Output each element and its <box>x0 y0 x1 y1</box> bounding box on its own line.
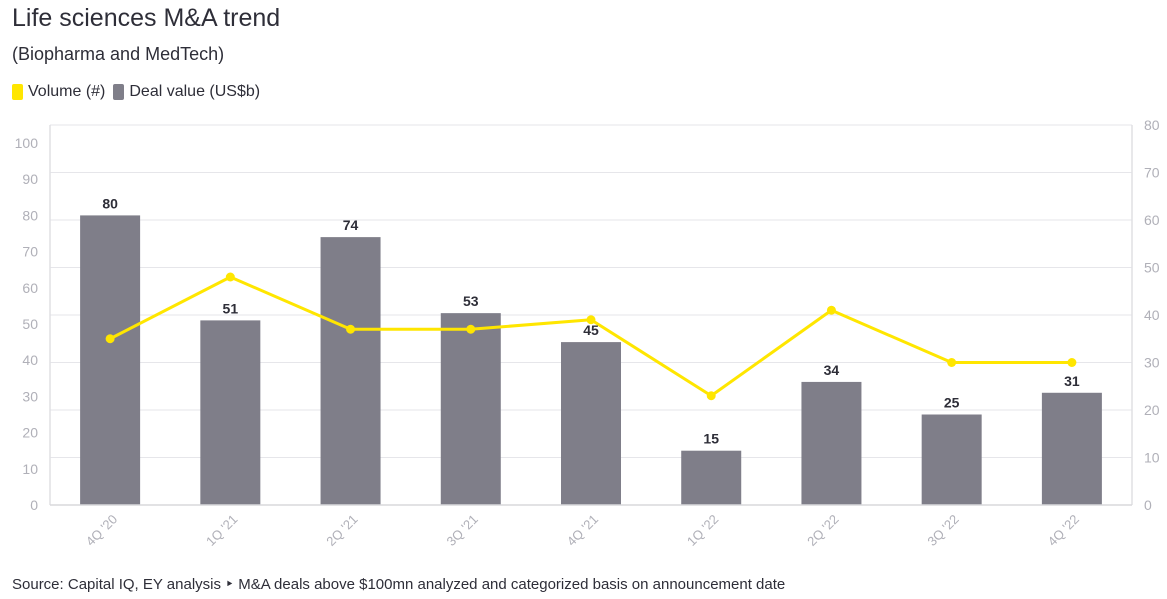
y-right-tick-label: 50 <box>1144 260 1160 276</box>
volume-point <box>706 391 716 401</box>
legend-label-deal-value: Deal value (US$b) <box>129 83 261 100</box>
bar-value-label: 80 <box>102 195 118 211</box>
x-tick-label: 2Q '22 <box>804 512 841 549</box>
bar-value-label: 34 <box>824 362 840 378</box>
chart-subtitle: (Biopharma and MedTech) <box>12 44 225 64</box>
y-right-tick-label: 40 <box>1144 307 1160 323</box>
y-left-tick-label: 40 <box>22 352 38 368</box>
bar <box>200 320 261 505</box>
bar-value-label: 51 <box>223 300 239 316</box>
legend-item-deal-value: Deal value (US$b) <box>113 83 260 101</box>
bar <box>320 237 381 505</box>
y-left-tick-label: 50 <box>22 316 38 332</box>
x-tick-label: 1Q '21 <box>203 512 240 549</box>
bar <box>681 450 742 505</box>
y-left-tick-label: 30 <box>22 388 38 404</box>
bar <box>1041 392 1102 505</box>
legend-label-volume: Volume (#) <box>28 83 106 100</box>
line-series <box>105 272 1077 401</box>
legend-swatch-deal-value <box>113 84 125 100</box>
source-note: Source: Capital IQ, EY analysis ‣ M&A de… <box>12 575 785 593</box>
bar <box>561 342 621 505</box>
y-right-tick-label: 70 <box>1144 165 1160 181</box>
separator-icon: ‣ <box>225 576 235 593</box>
x-tick-label: 3Q '22 <box>924 512 961 549</box>
x-tick-label: 2Q '21 <box>323 512 360 549</box>
y-right-tick-label: 10 <box>1144 450 1160 466</box>
y-right-tick-label: 60 <box>1144 212 1160 228</box>
y-left-tick-label: 0 <box>30 497 38 513</box>
y-right-tick-label: 0 <box>1144 497 1152 513</box>
chart-area: 80 51 74 53 45 15 34 25 31 0 10 20 30 40 50 60 70 80 90 10… <box>15 117 1160 549</box>
volume-point <box>947 358 957 367</box>
bar <box>801 381 862 505</box>
bar-value-label: 74 <box>343 217 359 233</box>
x-tick-label: 3Q '21 <box>443 512 480 549</box>
bar-value-label: 53 <box>463 293 479 309</box>
bar-value-label: 45 <box>583 322 599 338</box>
x-tick-label: 4Q '21 <box>564 512 601 549</box>
x-tick-label: 4Q '22 <box>1045 512 1082 549</box>
volume-point <box>346 324 356 334</box>
source-text: Source: Capital IQ, EY analysis <box>12 576 221 593</box>
bar-value-label: 25 <box>944 395 960 411</box>
volume-point <box>466 324 476 334</box>
y-left-tick-label: 90 <box>22 171 38 187</box>
y-right-tick-label: 80 <box>1144 117 1160 133</box>
y-right-tick-label: 20 <box>1144 402 1160 418</box>
x-tick-label: 4Q '20 <box>83 512 120 549</box>
data-labels: 80 51 74 53 45 15 34 25 31 <box>102 195 1080 446</box>
volume-point <box>586 315 596 325</box>
y-left-tick-label: 20 <box>22 425 38 441</box>
bar <box>921 414 982 505</box>
volume-point <box>1067 358 1077 367</box>
volume-point <box>225 272 235 282</box>
legend-item-volume: Volume (#) <box>12 83 105 101</box>
chart-title: Life sciences M&A trend <box>12 4 281 32</box>
y-left-tick-label: 60 <box>22 280 38 296</box>
legend: Volume (#) Deal value (US$b) <box>12 83 268 101</box>
y-left-tick-label: 100 <box>15 135 39 151</box>
note-text: M&A deals above $100mn analyzed and cate… <box>238 576 786 593</box>
bar-series <box>80 215 1102 505</box>
bar <box>80 215 141 505</box>
y-right-tick-label: 30 <box>1144 355 1160 371</box>
y-left-tick-label: 80 <box>22 207 38 223</box>
y-left-tick-label: 70 <box>22 244 38 260</box>
bar <box>440 313 501 505</box>
x-tick-label: 1Q '22 <box>684 512 721 549</box>
y-left-tick-label: 10 <box>22 461 38 477</box>
legend-swatch-volume <box>12 84 23 100</box>
bar-value-label: 15 <box>703 431 719 447</box>
volume-point <box>105 334 115 344</box>
volume-point <box>826 305 836 315</box>
bar-value-label: 31 <box>1064 373 1080 389</box>
